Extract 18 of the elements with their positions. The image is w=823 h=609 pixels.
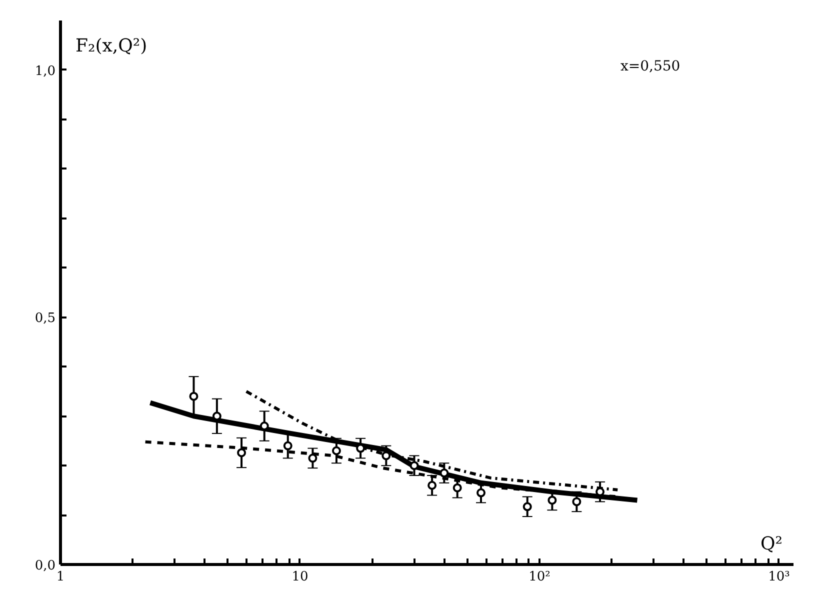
x-tick-label: 10³ (768, 570, 790, 584)
y-tick-label: 0,5 (34, 311, 56, 326)
point (237, 448, 246, 458)
x-axis-title: Q² (760, 534, 782, 554)
y-tick-label: 0,0 (34, 558, 56, 574)
point (572, 497, 582, 506)
point (189, 392, 198, 401)
y-tick-label: 1,0 (34, 64, 56, 79)
x-tick-label: 10 (292, 570, 308, 584)
point (332, 446, 341, 456)
x-tick-label: 10² (528, 570, 550, 584)
annotation: x=0,550 (620, 58, 680, 74)
point (308, 454, 318, 463)
point (548, 496, 557, 505)
point (283, 441, 292, 450)
point (522, 502, 532, 512)
y-axis-title: F₂(x,Q²) (76, 36, 148, 56)
x-tick-label: 1 (56, 570, 65, 584)
